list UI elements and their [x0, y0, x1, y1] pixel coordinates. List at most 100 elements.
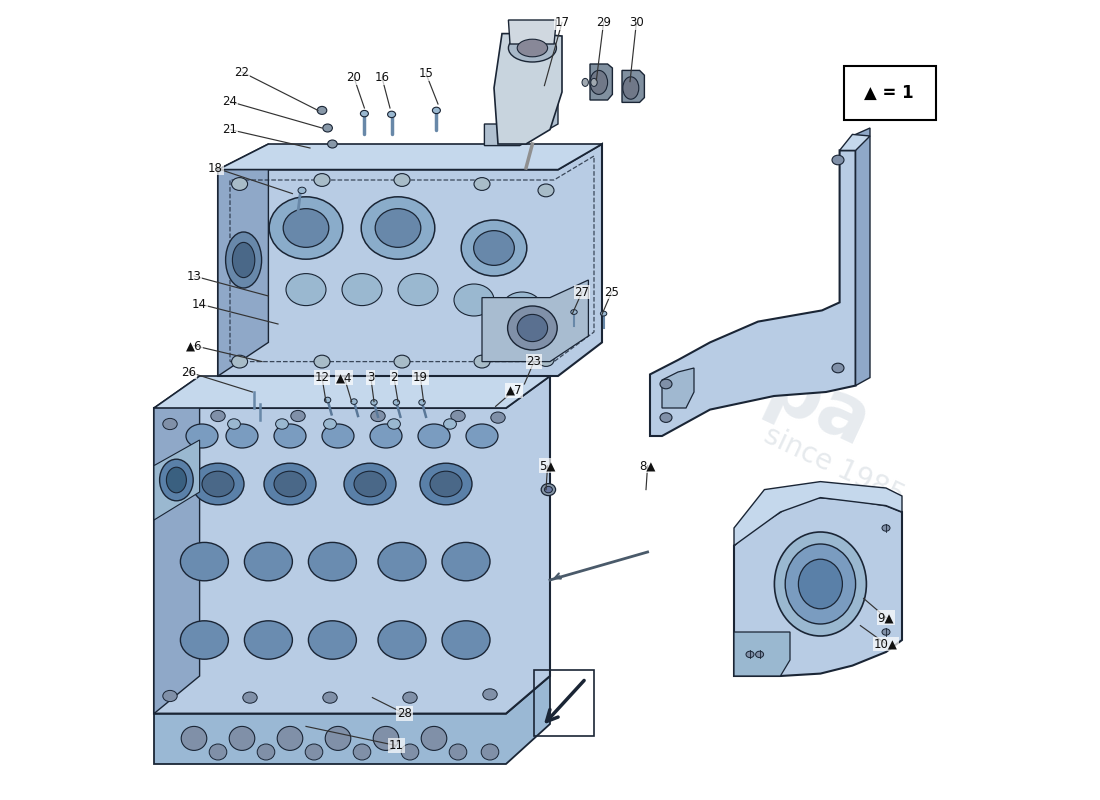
Polygon shape	[839, 134, 870, 150]
Polygon shape	[154, 440, 199, 520]
Ellipse shape	[232, 178, 248, 190]
Ellipse shape	[461, 220, 527, 276]
Ellipse shape	[228, 419, 241, 429]
Polygon shape	[218, 144, 268, 376]
Ellipse shape	[466, 424, 498, 448]
Text: 27: 27	[574, 286, 590, 298]
Ellipse shape	[502, 292, 542, 324]
Ellipse shape	[442, 542, 490, 581]
Polygon shape	[482, 280, 588, 362]
Ellipse shape	[443, 419, 456, 429]
Ellipse shape	[286, 274, 326, 306]
Ellipse shape	[322, 692, 338, 703]
Ellipse shape	[257, 744, 275, 760]
Ellipse shape	[590, 70, 607, 94]
Ellipse shape	[290, 410, 305, 422]
Ellipse shape	[276, 419, 288, 429]
Text: 3: 3	[367, 371, 374, 384]
Ellipse shape	[571, 310, 578, 314]
Text: 23: 23	[527, 355, 541, 368]
Ellipse shape	[378, 542, 426, 581]
Ellipse shape	[371, 410, 385, 422]
Ellipse shape	[756, 651, 763, 658]
Ellipse shape	[474, 178, 490, 190]
Text: 18: 18	[208, 162, 223, 174]
Ellipse shape	[394, 355, 410, 368]
Ellipse shape	[432, 107, 440, 114]
Text: pa: pa	[755, 352, 882, 464]
Ellipse shape	[232, 242, 255, 278]
Polygon shape	[218, 144, 602, 376]
Ellipse shape	[418, 424, 450, 448]
Ellipse shape	[601, 311, 607, 316]
Ellipse shape	[202, 471, 234, 497]
Ellipse shape	[351, 398, 358, 405]
Text: 14: 14	[192, 298, 207, 310]
Polygon shape	[154, 376, 550, 408]
Ellipse shape	[314, 355, 330, 368]
Polygon shape	[734, 482, 902, 546]
Ellipse shape	[226, 232, 262, 288]
Text: since 1985: since 1985	[759, 421, 909, 510]
Ellipse shape	[322, 424, 354, 448]
Ellipse shape	[785, 544, 856, 624]
Text: 15: 15	[419, 67, 433, 80]
Ellipse shape	[483, 689, 497, 700]
Ellipse shape	[449, 744, 466, 760]
Ellipse shape	[451, 410, 465, 422]
Text: ▲7: ▲7	[506, 384, 522, 397]
Ellipse shape	[420, 463, 472, 505]
Ellipse shape	[274, 471, 306, 497]
Ellipse shape	[746, 651, 754, 658]
Ellipse shape	[541, 483, 556, 495]
Ellipse shape	[342, 274, 382, 306]
Text: 11: 11	[389, 739, 404, 752]
Ellipse shape	[244, 621, 293, 659]
Text: 29: 29	[596, 16, 612, 29]
Text: 5▲: 5▲	[539, 459, 556, 472]
Ellipse shape	[832, 155, 844, 165]
Ellipse shape	[308, 542, 356, 581]
Ellipse shape	[832, 363, 844, 373]
Ellipse shape	[474, 355, 490, 368]
Ellipse shape	[322, 124, 332, 132]
Ellipse shape	[387, 111, 396, 118]
Ellipse shape	[507, 306, 558, 350]
Ellipse shape	[421, 726, 447, 750]
Polygon shape	[662, 368, 694, 408]
Ellipse shape	[244, 542, 293, 581]
Text: 2: 2	[390, 371, 398, 384]
Ellipse shape	[232, 355, 248, 368]
Ellipse shape	[209, 744, 227, 760]
Ellipse shape	[361, 110, 368, 117]
Polygon shape	[734, 632, 790, 676]
Text: 20: 20	[346, 71, 362, 84]
Polygon shape	[494, 34, 562, 144]
Ellipse shape	[402, 744, 419, 760]
Polygon shape	[218, 144, 602, 170]
Ellipse shape	[226, 424, 258, 448]
Ellipse shape	[474, 230, 515, 266]
Ellipse shape	[186, 424, 218, 448]
Ellipse shape	[211, 410, 226, 422]
Ellipse shape	[274, 424, 306, 448]
Text: 8▲: 8▲	[639, 459, 656, 472]
Ellipse shape	[442, 621, 490, 659]
Ellipse shape	[419, 399, 426, 405]
Polygon shape	[650, 150, 856, 436]
Ellipse shape	[270, 197, 343, 259]
Ellipse shape	[328, 140, 338, 148]
Text: 28: 28	[397, 707, 411, 720]
Polygon shape	[856, 128, 870, 386]
Ellipse shape	[430, 471, 462, 497]
Text: 12: 12	[315, 371, 330, 384]
Ellipse shape	[277, 726, 302, 750]
Polygon shape	[154, 376, 550, 714]
Ellipse shape	[354, 471, 386, 497]
Ellipse shape	[317, 106, 327, 114]
Ellipse shape	[491, 412, 505, 423]
Text: 10▲: 10▲	[874, 638, 898, 650]
Ellipse shape	[182, 726, 207, 750]
Ellipse shape	[180, 621, 229, 659]
Text: 30: 30	[629, 16, 644, 29]
